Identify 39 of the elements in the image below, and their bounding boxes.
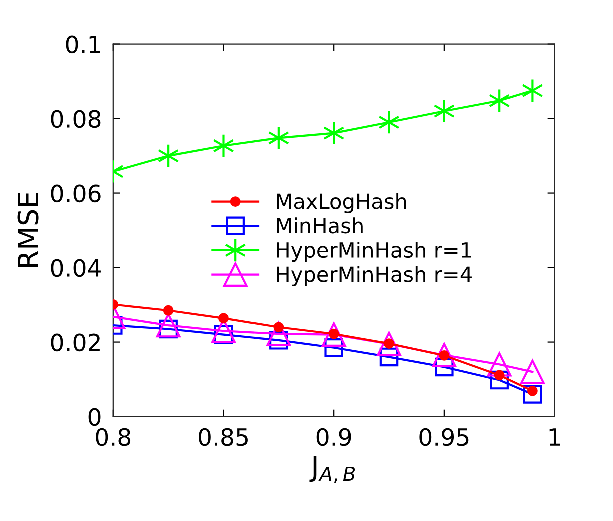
- x-tick-label: 0.95: [420, 428, 469, 446]
- point: [377, 332, 402, 356]
- point: [523, 385, 542, 404]
- point: [434, 99, 456, 124]
- point: [158, 144, 180, 168]
- y-tick-label: 0.06: [51, 184, 101, 203]
- x-axis-title: J$_{A,B}$: [310, 456, 356, 484]
- point: [268, 126, 290, 150]
- point: [322, 322, 346, 348]
- point: [274, 322, 284, 333]
- point: [487, 352, 512, 377]
- y-axis-title: RMSE: [18, 193, 39, 268]
- point: [163, 305, 174, 316]
- point: [520, 360, 545, 384]
- point: [432, 343, 457, 368]
- y-tick-label: 0.08: [51, 110, 101, 128]
- x-tick-label: 1: [550, 428, 560, 446]
- point: [213, 134, 234, 158]
- x-tick-label: 0.85: [199, 428, 248, 446]
- y-tick-label: 0.04: [51, 259, 101, 278]
- x-tick-label: 0.9: [316, 428, 352, 446]
- x-tick-label: 0.8: [96, 428, 131, 446]
- y-tick-label: 0.02: [51, 334, 100, 352]
- legend-label: HyperMinHash r=4: [277, 266, 472, 286]
- point: [380, 348, 399, 367]
- point: [218, 313, 229, 324]
- point: [324, 338, 344, 358]
- point: [435, 358, 454, 377]
- point: [490, 370, 509, 390]
- legend-label: MinHash: [277, 218, 363, 234]
- point: [378, 110, 400, 135]
- point: [323, 121, 345, 146]
- point: [488, 88, 510, 114]
- point: [266, 322, 292, 346]
- y-tick-label: 0.1: [66, 36, 100, 54]
- point: [522, 78, 544, 104]
- y-tick-label: 0: [88, 408, 101, 426]
- legend-label: MaxLogHash: [277, 193, 406, 214]
- legend-label: HyperMinHash r=1: [277, 242, 472, 262]
